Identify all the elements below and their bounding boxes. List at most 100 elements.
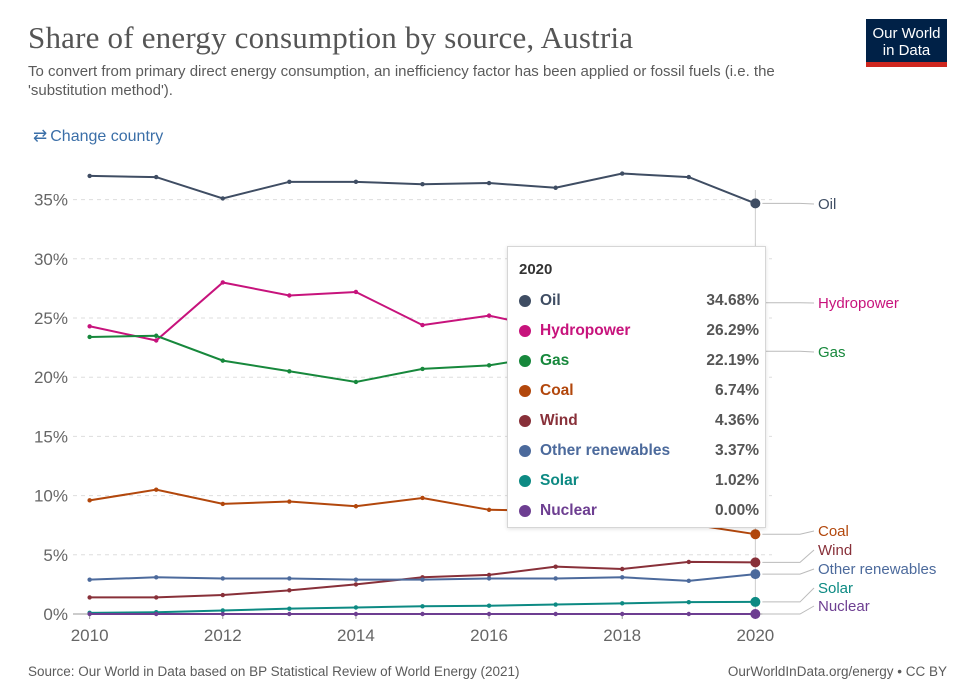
y-tick-label: 35% <box>34 191 68 210</box>
legend-dot-icon <box>519 505 531 517</box>
label-connector-solar <box>762 587 815 603</box>
data-point-wind <box>686 559 691 565</box>
data-point-other-renewables <box>353 577 359 582</box>
tooltip-series-value: 22.19% <box>706 352 759 369</box>
data-point-nuclear <box>686 611 691 617</box>
data-point-oil <box>486 180 492 186</box>
data-point-wind <box>154 595 159 600</box>
swap-arrows-icon: ⇄ <box>33 126 48 145</box>
label-connector-gas <box>762 350 815 353</box>
hover-tooltip: 2020 Oil 34.68% Hydropower 26.29% Gas 22.19% C… <box>507 246 766 528</box>
tooltip-row-wind: Wind 4.36% <box>519 411 759 431</box>
data-point-solar <box>220 608 225 613</box>
tooltip-series-value: 6.74% <box>715 382 759 399</box>
data-point-nuclear <box>486 611 492 617</box>
y-tick-label: 30% <box>34 250 68 269</box>
data-point-coal <box>287 499 292 504</box>
tooltip-year: 2020 <box>519 261 553 278</box>
data-point-gas <box>353 379 359 385</box>
data-point-solar <box>486 603 492 608</box>
data-point-other-renewables <box>620 575 625 580</box>
license-link[interactable]: OurWorldInData.org/energy • CC BY <box>727 664 947 679</box>
label-connector-oil <box>762 202 815 205</box>
logo-line-1: Our World <box>872 25 941 42</box>
data-point-nuclear <box>620 611 625 617</box>
change-country-button[interactable]: ⇄ Change country <box>33 126 163 146</box>
data-point-solar <box>420 604 425 609</box>
data-point-wind <box>287 588 292 593</box>
data-point-solar <box>553 602 558 607</box>
label-connector-coal <box>762 530 815 535</box>
data-point-nuclear <box>353 611 359 617</box>
data-point-solar <box>287 606 292 611</box>
logo-accent-bar <box>866 62 947 67</box>
data-point-solar <box>353 605 359 610</box>
series-label-coal: Coal <box>818 523 849 540</box>
data-point-coal <box>87 498 92 503</box>
data-point-nuclear <box>553 611 558 617</box>
data-point-gas <box>154 333 159 338</box>
x-tick-label: 2014 <box>337 626 375 645</box>
tooltip-series-value: 34.68% <box>706 292 759 309</box>
x-tick-label: 2016 <box>470 626 508 645</box>
tooltip-series-name: Other renewables <box>540 442 671 459</box>
tooltip-series-name: Hydropower <box>540 322 631 339</box>
data-point-nuclear <box>420 611 425 617</box>
tooltip-series-name: Solar <box>540 472 579 489</box>
data-point-hydropower <box>154 338 159 343</box>
data-point-gas <box>287 369 292 374</box>
legend-dot-icon <box>519 325 531 337</box>
tooltip-row-nuclear: Nuclear 0.00% <box>519 501 759 521</box>
source-note[interactable]: Source: Our World in Data based on BP St… <box>28 664 520 679</box>
data-point-coal <box>420 495 425 501</box>
y-tick-label: 5% <box>43 546 68 565</box>
label-connector-other-renewables <box>762 568 815 575</box>
data-point-wind <box>486 572 492 578</box>
chart-subtitle: To convert from primary direct energy co… <box>28 63 775 99</box>
y-tick-label: 20% <box>34 368 68 387</box>
data-point-solar <box>686 599 691 605</box>
tooltip-series-value: 1.02% <box>715 472 759 489</box>
data-point-nuclear <box>220 611 225 617</box>
data-point-oil <box>420 182 425 187</box>
data-point-other-renewables <box>686 578 691 584</box>
data-point-other-renewables <box>220 576 225 581</box>
data-point-oil <box>750 198 761 209</box>
tooltip-series-name: Nuclear <box>540 502 597 519</box>
data-point-other-renewables <box>154 575 159 580</box>
owid-logo[interactable]: Our World in Data <box>866 19 947 67</box>
label-connector-wind <box>762 549 815 563</box>
data-point-nuclear <box>750 609 761 619</box>
data-point-oil <box>87 173 92 179</box>
series-label-oil: Oil <box>818 196 836 213</box>
data-point-wind <box>220 592 225 598</box>
data-point-oil <box>287 179 292 185</box>
tooltip-row-gas: Gas 22.19% <box>519 351 759 371</box>
data-point-hydropower <box>287 293 292 298</box>
x-tick-label: 2012 <box>204 626 242 645</box>
data-point-coal <box>220 501 225 507</box>
data-point-hydropower <box>420 322 425 328</box>
legend-dot-icon <box>519 445 531 457</box>
data-point-other-renewables <box>87 577 92 582</box>
tooltip-series-value: 4.36% <box>715 412 759 429</box>
series-label-hydropower: Hydropower <box>818 295 899 312</box>
y-tick-label: 0% <box>43 605 68 624</box>
x-tick-label: 2018 <box>603 626 641 645</box>
data-point-hydropower <box>87 324 92 329</box>
legend-dot-icon <box>519 295 531 307</box>
data-point-other-renewables <box>553 576 558 581</box>
data-point-nuclear <box>87 611 92 617</box>
series-line-oil <box>89 172 756 205</box>
data-point-nuclear <box>287 611 292 617</box>
data-point-coal <box>486 507 492 513</box>
change-country-label: Change country <box>50 128 164 145</box>
data-point-other-renewables <box>750 569 761 580</box>
legend-dot-icon <box>519 415 531 427</box>
data-point-oil <box>686 174 691 180</box>
tooltip-series-name: Oil <box>540 292 561 309</box>
y-tick-label: 10% <box>34 487 68 506</box>
data-point-hydropower <box>486 313 492 318</box>
tooltip-series-value: 3.37% <box>715 442 759 459</box>
